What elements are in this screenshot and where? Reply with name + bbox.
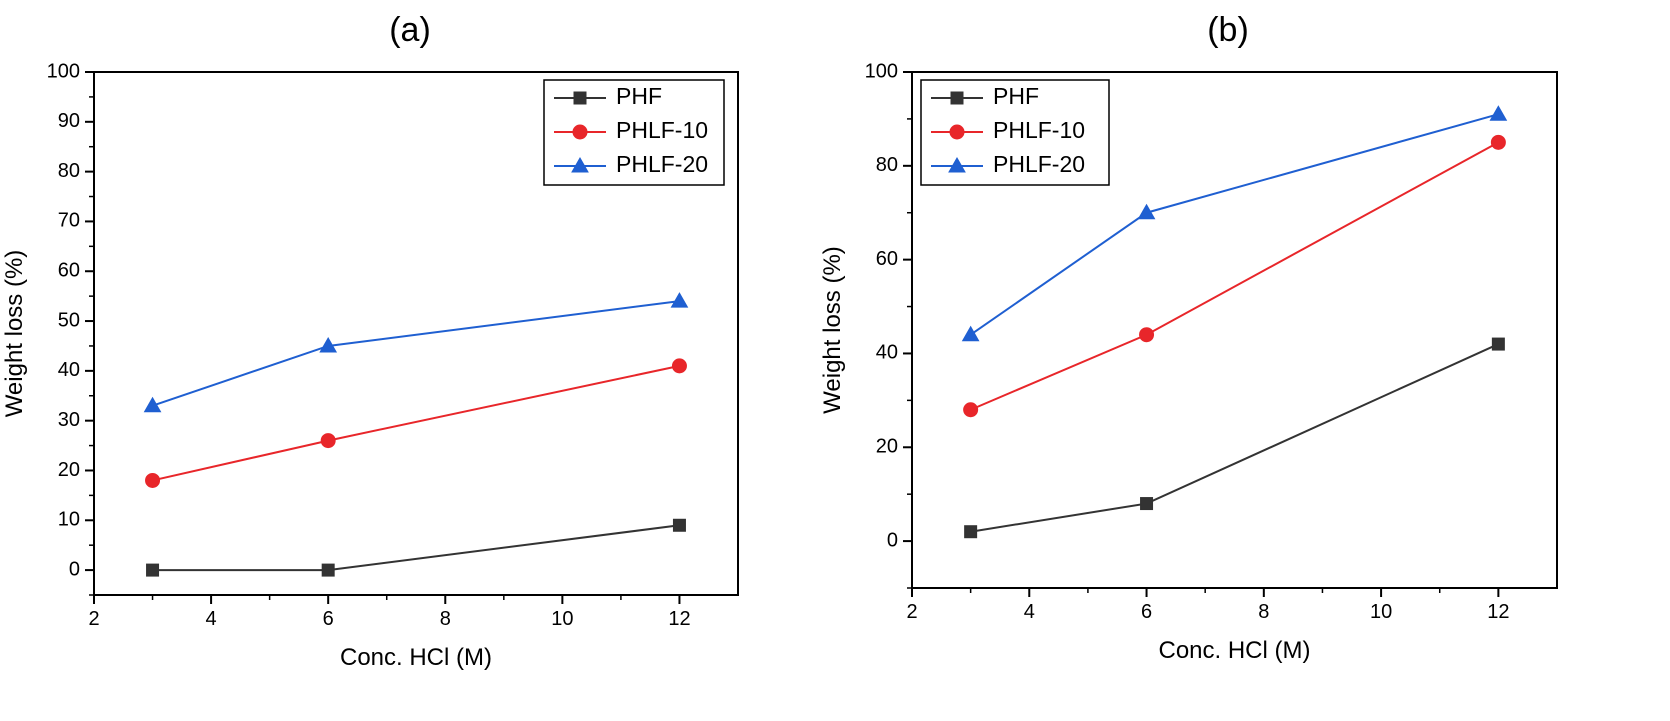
y-tick-label: 80: [876, 154, 898, 176]
x-tick-label: 10: [551, 608, 573, 630]
y-axis-label: Weight loss (%): [819, 246, 846, 414]
data-point-circle: [671, 358, 687, 374]
x-tick-label: 8: [1258, 601, 1269, 623]
data-point-circle: [1139, 327, 1155, 343]
plot-frame: [93, 71, 739, 596]
series-line: [970, 343, 1499, 533]
legend-item-phlf-10: PHLF-10: [931, 117, 1085, 143]
y-tick-label: 0: [887, 529, 898, 551]
series-phf: [146, 518, 686, 577]
y-axis-label: Weight loss (%): [1, 250, 28, 418]
series-line: [152, 364, 680, 482]
data-point-square: [321, 563, 335, 577]
plot-frame: [911, 71, 1558, 589]
data-point-triangle: [319, 336, 338, 353]
series-line: [152, 524, 680, 572]
x-tick-label: 10: [1370, 601, 1392, 623]
legend-item-phlf-10: PHLF-10: [554, 117, 708, 143]
legend-label: PHF: [993, 83, 1039, 109]
legend-label: PHLF-10: [616, 117, 708, 143]
data-point-triangle: [143, 396, 162, 413]
x-axis-label: Conc. HCl (M): [340, 644, 492, 671]
x-tick-label: 2: [88, 608, 99, 630]
data-point-circle: [1490, 134, 1506, 150]
series-phf: [964, 337, 1505, 539]
y-tick-label: 80: [58, 160, 80, 182]
legend-item-phf: PHF: [554, 83, 662, 109]
x-tick-label: 4: [1024, 601, 1035, 623]
data-point-circle: [572, 124, 588, 140]
data-point-circle: [320, 433, 336, 449]
x-tick-label: 12: [668, 608, 690, 630]
chart-panel-a: (a) 2 4 6 8 10 12 0 10 20 30 40 50 60 70 80 90 100 Conc. H…: [1, 11, 739, 671]
y-tick-label: 10: [58, 509, 80, 531]
y-tick-label: 60: [876, 248, 898, 270]
series-line: [152, 300, 680, 407]
x-tick-label: 4: [206, 608, 217, 630]
data-point-square: [146, 563, 160, 577]
legend-item-phlf-20: PHLF-20: [931, 151, 1085, 177]
legend: PHF PHLF-10 PHLF-20: [920, 79, 1110, 186]
data-point-square: [1140, 497, 1154, 511]
x-tick-label: 8: [440, 608, 451, 630]
data-point-triangle: [571, 156, 589, 173]
y-tick-label: 60: [58, 260, 80, 282]
y-tick-label: 40: [876, 342, 898, 364]
y-tick-label: 90: [58, 110, 80, 132]
legend-label: PHLF-10: [993, 117, 1085, 143]
legend-item-phf: PHF: [931, 83, 1039, 109]
series-phlf-20: [961, 105, 1508, 342]
x-tick-label: 6: [323, 608, 334, 630]
legend: PHF PHLF-10 PHLF-20: [543, 79, 725, 186]
y-tick-label: 20: [876, 436, 898, 458]
y-tick-label: 50: [58, 309, 80, 331]
chart-title: (a): [389, 11, 431, 49]
chart-title: (b): [1207, 11, 1249, 49]
data-point-square: [950, 91, 964, 105]
data-point-triangle: [1137, 203, 1156, 220]
y-tick-label: 40: [58, 359, 80, 381]
data-point-triangle: [670, 292, 689, 308]
data-point-triangle: [961, 325, 980, 342]
data-point-square: [573, 91, 587, 105]
y-tick-label: 30: [58, 409, 80, 431]
data-point-square: [672, 518, 686, 532]
series-phlf-10: [963, 134, 1506, 418]
legend-label: PHF: [616, 83, 662, 109]
x-tick-label: 2: [906, 601, 917, 623]
legend-label: PHLF-20: [993, 151, 1085, 177]
y-tick-label: 0: [69, 558, 80, 580]
x-tick-label: 12: [1487, 601, 1509, 623]
y-tick-label: 70: [58, 210, 80, 232]
data-point-square: [964, 525, 978, 539]
data-point-triangle: [1489, 105, 1508, 121]
data-point-square: [1491, 337, 1505, 351]
y-tick-label: 100: [865, 60, 898, 82]
legend-item-phlf-20: PHLF-20: [554, 151, 708, 177]
data-point-triangle: [948, 156, 966, 173]
series-phlf-10: [145, 358, 687, 488]
y-tick-label: 100: [47, 60, 80, 82]
data-point-circle: [949, 124, 965, 140]
x-tick-label: 6: [1141, 601, 1152, 623]
legend-label: PHLF-20: [616, 151, 708, 177]
x-axis-label: Conc. HCl (M): [1158, 637, 1310, 664]
data-point-circle: [145, 472, 161, 488]
data-point-circle: [963, 402, 979, 418]
y-tick-label: 20: [58, 459, 80, 481]
series-phlf-20: [143, 292, 689, 413]
chart-panel-b: (b) 2 4 6 8 10 12 0 20 40 60 80 100 Conc. HCl (M) Weig…: [819, 11, 1558, 664]
